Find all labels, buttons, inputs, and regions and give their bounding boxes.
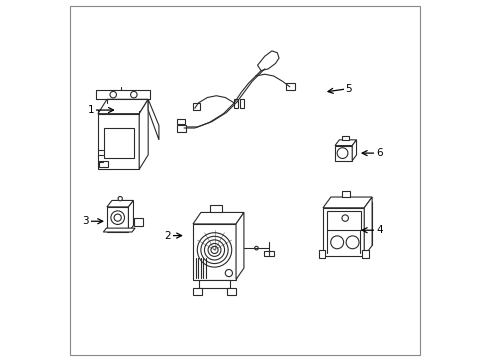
Polygon shape — [177, 126, 186, 132]
Circle shape — [114, 214, 122, 221]
Polygon shape — [286, 83, 295, 90]
Circle shape — [342, 215, 348, 221]
Polygon shape — [364, 197, 372, 256]
Polygon shape — [335, 140, 357, 145]
Circle shape — [111, 211, 124, 225]
Polygon shape — [98, 114, 139, 169]
Polygon shape — [335, 145, 352, 161]
Circle shape — [225, 270, 232, 276]
Circle shape — [131, 91, 137, 98]
Polygon shape — [139, 99, 148, 169]
Bar — [227, 288, 236, 295]
Text: 5: 5 — [345, 84, 352, 94]
Polygon shape — [234, 99, 238, 108]
Circle shape — [337, 148, 348, 158]
Bar — [99, 161, 108, 167]
Polygon shape — [177, 119, 185, 125]
Bar — [134, 218, 143, 226]
Bar — [199, 279, 230, 288]
Polygon shape — [103, 228, 135, 232]
Circle shape — [331, 236, 343, 249]
Polygon shape — [107, 201, 133, 207]
Polygon shape — [148, 99, 159, 140]
Polygon shape — [128, 201, 133, 232]
Circle shape — [118, 197, 122, 201]
Text: 1: 1 — [88, 105, 94, 115]
Circle shape — [346, 236, 359, 249]
Polygon shape — [323, 208, 364, 256]
Polygon shape — [352, 140, 357, 161]
Circle shape — [110, 91, 117, 98]
Bar — [327, 211, 361, 230]
Text: 2: 2 — [165, 231, 171, 240]
Polygon shape — [236, 212, 244, 279]
Polygon shape — [98, 99, 148, 114]
Bar — [342, 135, 349, 140]
Polygon shape — [240, 99, 244, 108]
Polygon shape — [107, 207, 128, 232]
Bar — [193, 288, 202, 295]
Polygon shape — [193, 212, 244, 224]
Text: 3: 3 — [82, 216, 89, 226]
Polygon shape — [193, 224, 236, 279]
Bar — [318, 250, 325, 258]
Bar — [264, 251, 274, 256]
Bar — [363, 250, 369, 258]
Polygon shape — [323, 197, 372, 208]
Circle shape — [255, 246, 258, 250]
Bar — [104, 128, 134, 158]
Bar — [342, 190, 350, 197]
Text: 6: 6 — [376, 148, 383, 158]
Polygon shape — [258, 51, 279, 71]
Polygon shape — [193, 103, 200, 110]
Text: 4: 4 — [376, 225, 383, 235]
Bar — [210, 205, 222, 212]
